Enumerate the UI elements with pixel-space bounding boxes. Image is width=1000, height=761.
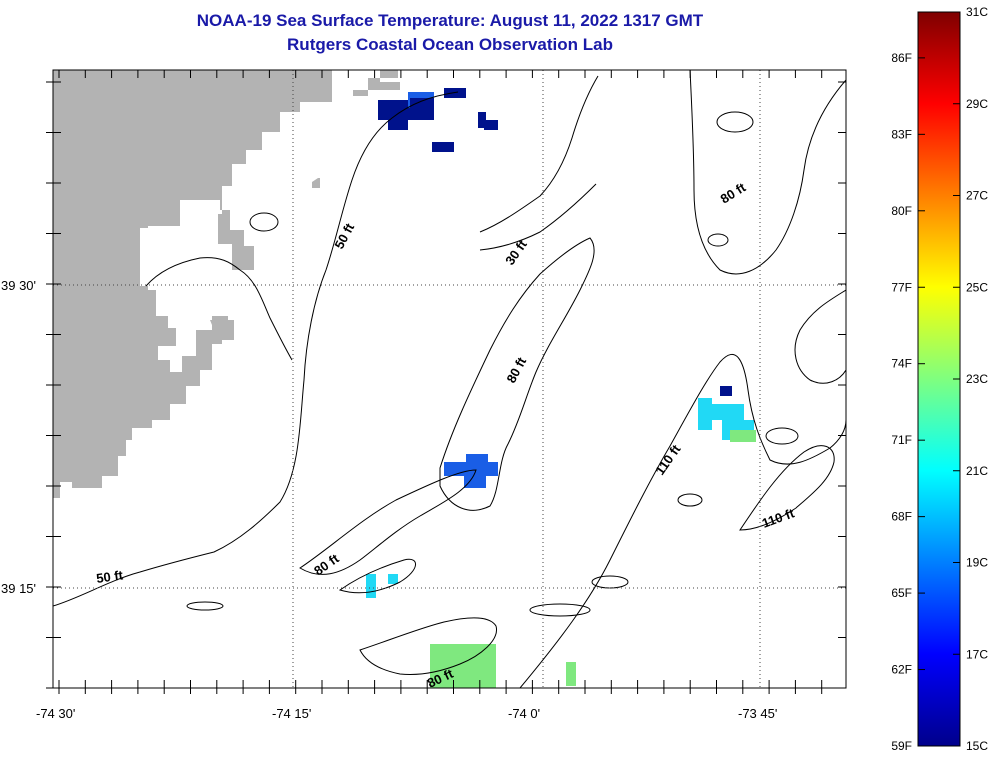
contour-80ft-center [439,237,595,511]
x-tick-label: -74 15' [272,706,311,721]
contour-ridge-2 [479,183,597,251]
colorbar-c-label: 15C [966,739,988,753]
sst-pixel [478,112,486,128]
contour-blob [529,603,591,617]
colorbar-c-label: 19C [966,556,988,570]
sst-pixel [484,120,498,130]
contour-110ft-east [739,445,835,531]
colorbar-f-label: 77F [891,280,912,294]
land-mass-cape [96,328,150,408]
land-mass-island [312,178,320,188]
contour-label: 50 ft [95,567,124,586]
y-tick-label: 39 30' [1,278,36,293]
contour-80ft-lower [338,558,416,594]
y-tick-label: 39 15' [1,581,36,596]
contour-blob [707,233,729,247]
colorbar-c-label: 27C [966,189,988,203]
colorbar-celsius-labels: 31C 29C 27C 25C 23C 21C 19C 17C 15C [966,5,988,753]
contour-80ft-east [689,70,846,275]
colorbar-f-label: 83F [891,127,912,141]
x-tick-label: -74 0' [508,706,540,721]
sst-pixel [464,476,486,488]
contour-coastal [145,257,293,361]
sst-pixel [710,404,744,420]
colorbar-c-label: 31C [966,5,988,19]
contour-80ft-bottom [359,617,497,675]
map-frame [52,69,847,689]
sst-pixel [566,662,576,686]
sst-pixel [720,386,732,396]
land-mass-peninsula [353,70,400,96]
depth-contours [53,70,846,688]
x-tick-label: -73 45' [738,706,777,721]
contour-80ft-sw [299,469,477,575]
contour-blob [249,212,279,232]
sst-pixel [430,644,496,688]
sst-pixel [698,398,712,430]
contour-blob [716,111,754,133]
sst-pixel [366,574,376,598]
sst-pixel [378,100,410,120]
colorbar-f-label: 62F [891,663,912,677]
sst-pixel [432,142,454,152]
sst-pixel [388,574,398,584]
colorbar-c-label: 25C [966,280,988,294]
contour-30ft [479,75,599,233]
colorbar-f-label: 59F [891,739,912,753]
x-tick-label: -74 30' [36,706,75,721]
map-title: NOAA-19 Sea Surface Temperature: August … [196,11,704,30]
colorbar-f-label: 74F [891,357,912,371]
colorbar-f-label: 71F [891,433,912,447]
contour-blob [677,493,703,507]
colorbar-c-label: 21C [966,464,988,478]
colorbar-fahrenheit-labels: 86F 83F 80F 77F 74F 71F 68F 65F 62F 59F [891,51,912,753]
frame-ticks [46,70,846,694]
contour-50ft [53,91,459,607]
colorbar-c-label: 23C [966,372,988,386]
sst-pixel [466,454,488,462]
colorbar-f-label: 86F [891,51,912,65]
colorbar-c-label: 17C [966,647,988,661]
colorbar-f-label: 65F [891,586,912,600]
contour-110ft [519,354,846,688]
map-subtitle: Rutgers Coastal Ocean Observation Lab [287,35,613,54]
sst-pixels [366,88,756,688]
contour-east-ridge [794,289,846,384]
sst-pixel [444,88,466,98]
colorbar-c-label: 29C [966,97,988,111]
land-mass-patch [210,320,234,340]
colorbar-f-label: 80F [891,204,912,218]
colorbar-ticks [918,11,960,747]
sst-pixel [730,430,756,442]
lat-lon-grid [53,70,846,688]
sst-pixel [388,120,408,130]
contour-blob [186,601,224,611]
contour-blob [765,427,799,445]
sst-pixel [444,462,498,476]
colorbar-f-label: 68F [891,510,912,524]
